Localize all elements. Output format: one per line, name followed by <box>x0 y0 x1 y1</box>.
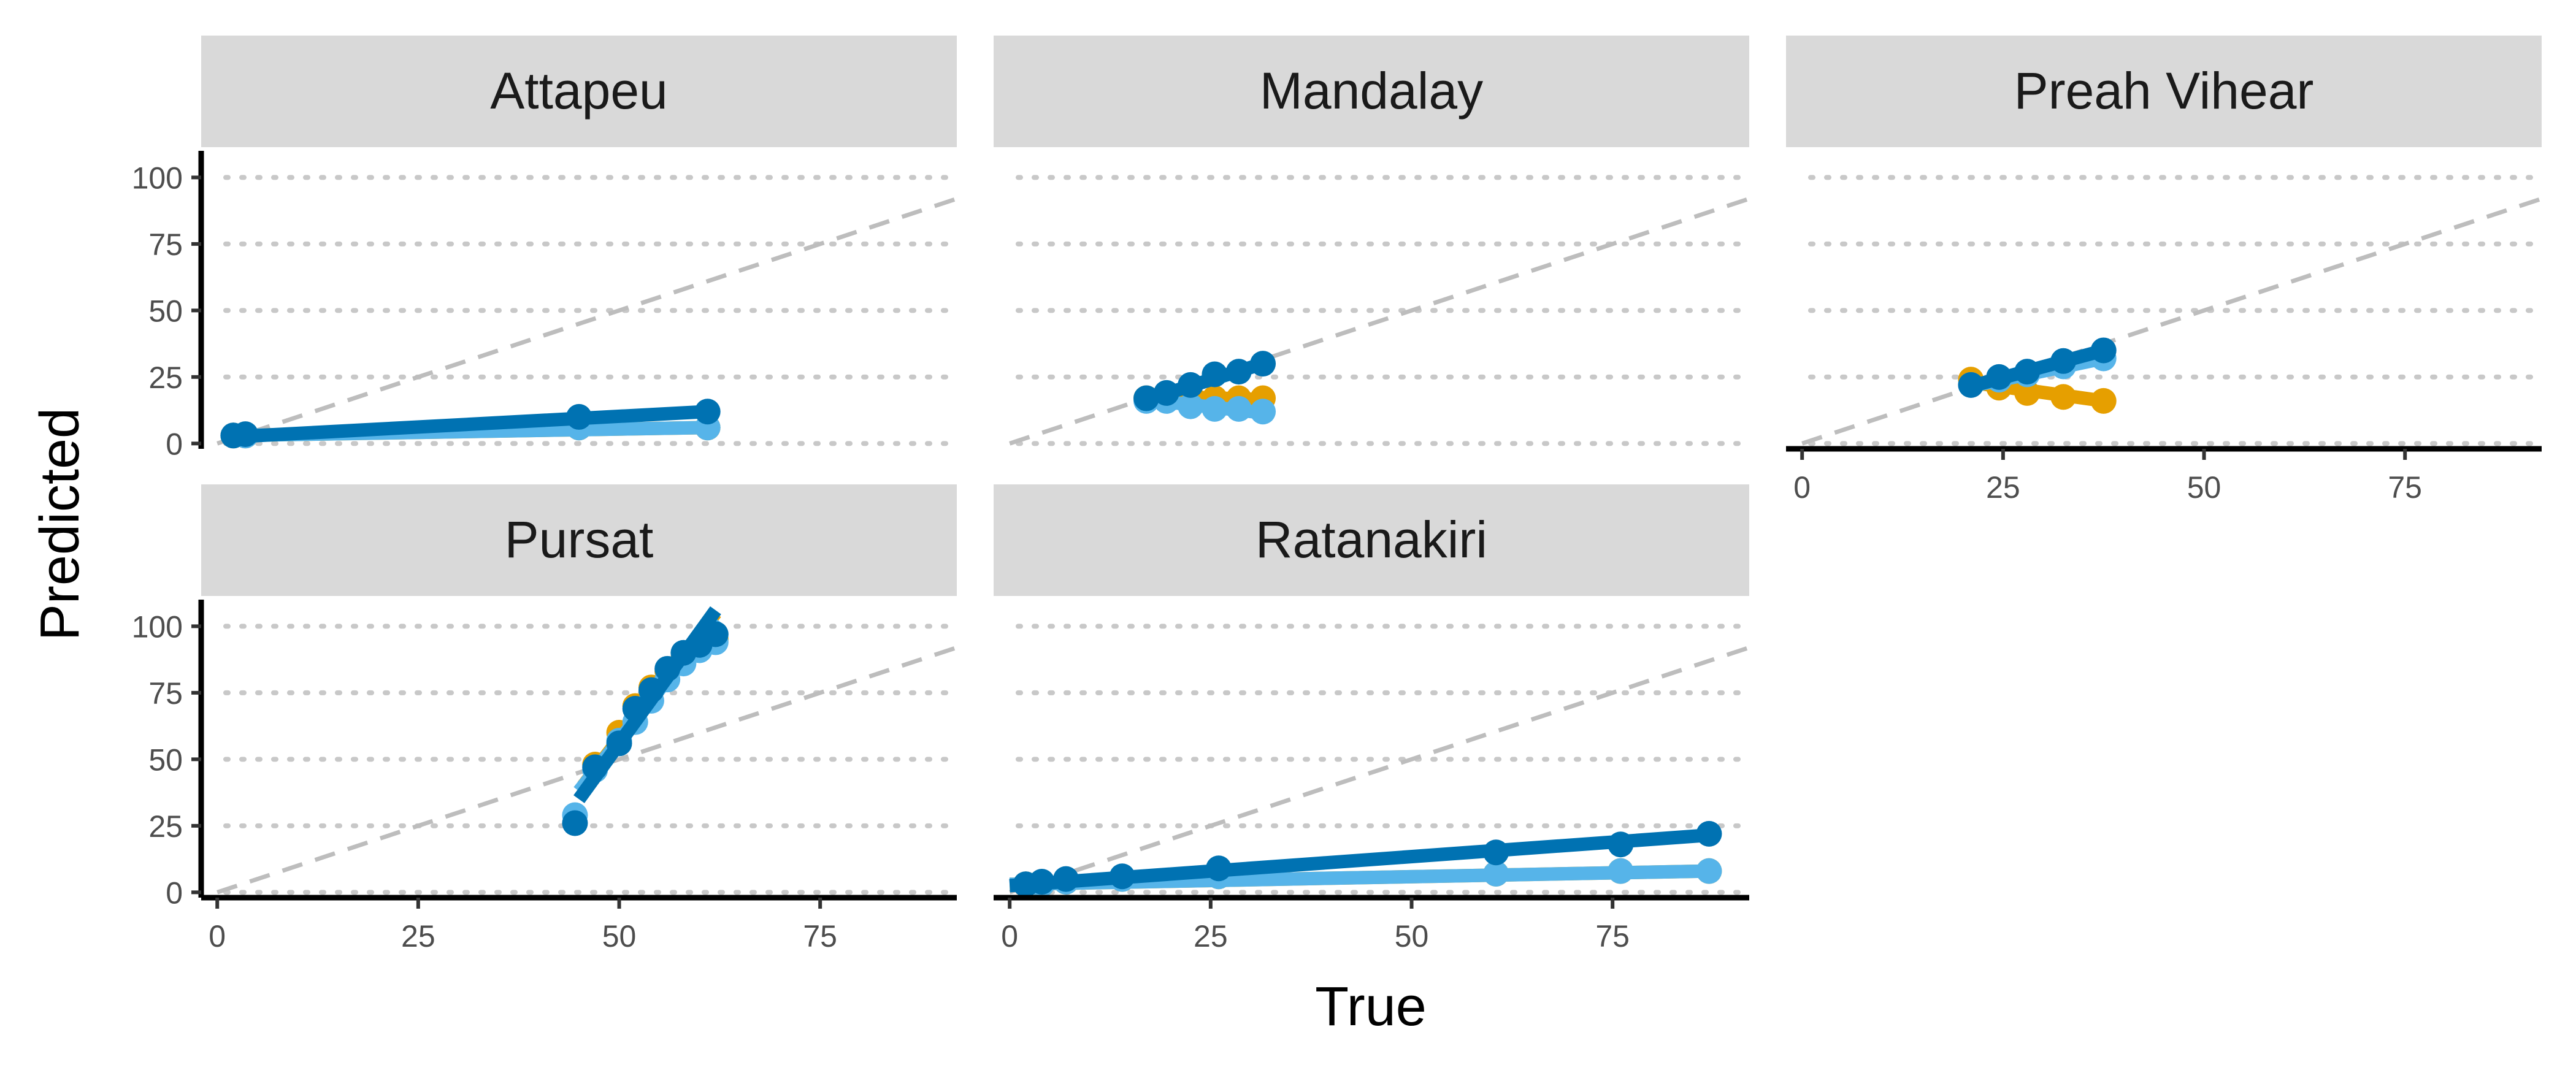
data-point <box>1696 858 1722 884</box>
x-tick-label: 50 <box>1395 919 1429 953</box>
x-tick-label: 25 <box>401 919 435 953</box>
panel-preah-vihear: Preah Vihear 0 25 50 75 <box>1786 36 2544 505</box>
data-point <box>1608 858 1634 884</box>
panel-attapeu: Attapeu 0 25 50 75 100 <box>132 36 959 461</box>
x-tick-label: 25 <box>1986 470 2020 505</box>
data-point <box>1250 399 1276 425</box>
y-tick-label: 50 <box>148 294 183 328</box>
data-point <box>1178 372 1204 398</box>
fit-line <box>232 405 708 444</box>
data-point <box>1483 860 1509 887</box>
strip-background <box>1786 36 2542 147</box>
panel-pursat: Pursat 0 25 50 75 100 0 25 50 75 <box>132 484 959 953</box>
x-tick-label: 25 <box>1194 919 1228 953</box>
data-layer <box>1133 351 1276 425</box>
data-layer <box>562 606 729 836</box>
data-point <box>1202 395 1228 422</box>
data-layer <box>1958 337 2117 414</box>
panel-ratanakiri: Ratanakiri 0 25 50 75 <box>994 484 1752 953</box>
data-layer <box>220 399 721 449</box>
data-point <box>1608 831 1634 858</box>
y-tick-label: 100 <box>132 161 183 195</box>
strip-title: Ratanakiri <box>1255 511 1487 568</box>
x-tick-label: 0 <box>209 919 226 953</box>
data-point <box>654 655 681 682</box>
strip-background <box>994 36 1749 147</box>
reference-line <box>217 196 957 446</box>
data-point <box>2014 380 2041 406</box>
strip-title: Mandalay <box>1260 62 1483 120</box>
strip-title: Attapeu <box>490 62 668 120</box>
reference-line <box>1009 196 1749 446</box>
strip-background <box>994 484 1749 596</box>
data-point <box>2090 337 2117 364</box>
y-axis-title: Predicted <box>29 408 91 641</box>
data-point <box>2090 388 2117 414</box>
data-point <box>1958 372 1984 398</box>
data-point <box>566 403 592 430</box>
strip-background <box>201 36 957 147</box>
y-tick-label: 25 <box>148 809 183 844</box>
data-point <box>1202 361 1228 388</box>
strip-title: Preah Vihear <box>2014 62 2314 120</box>
x-tick-label: 50 <box>602 919 637 953</box>
data-point <box>1052 866 1079 892</box>
panels-layer: Attapeu 0 25 50 75 100 Mandalay Preah Vihear 0 25… <box>132 36 2544 953</box>
x-axis-title: True <box>1315 976 1427 1037</box>
data-point <box>1133 385 1160 411</box>
y-tick-label: 75 <box>148 227 183 262</box>
data-point <box>1178 393 1204 419</box>
y-tick-label: 50 <box>148 743 183 777</box>
x-tick-label: 75 <box>2388 470 2422 505</box>
data-point <box>2050 348 2077 374</box>
data-point <box>694 399 721 425</box>
x-tick-label: 50 <box>2187 470 2221 505</box>
y-tick-label: 0 <box>166 427 183 461</box>
data-point <box>1986 364 2012 390</box>
data-point <box>1250 351 1276 377</box>
data-point <box>1205 855 1232 882</box>
strip-background <box>201 484 957 596</box>
reference-line <box>1801 196 2542 446</box>
reference-line <box>1009 645 1749 895</box>
x-tick-label: 0 <box>1793 470 1811 505</box>
data-point <box>1225 395 1252 422</box>
data-point <box>638 677 664 703</box>
data-point <box>2050 384 2077 410</box>
data-point <box>622 695 648 722</box>
x-tick-label: 75 <box>803 919 837 953</box>
y-tick-label: 75 <box>148 676 183 711</box>
data-point <box>1153 380 1179 406</box>
strip-title: Pursat <box>505 511 654 568</box>
data-point <box>1225 359 1252 385</box>
data-point <box>1109 863 1135 890</box>
data-point <box>1696 820 1722 847</box>
data-point <box>702 621 729 647</box>
data-point <box>582 754 608 781</box>
data-point <box>232 421 259 448</box>
y-tick-label: 100 <box>132 609 183 644</box>
data-point <box>2014 359 2041 385</box>
panel-mandalay: Mandalay <box>994 36 1752 446</box>
data-point <box>562 810 588 836</box>
data-point <box>606 730 632 757</box>
x-tick-label: 0 <box>1001 919 1018 953</box>
x-tick-label: 75 <box>1595 919 1630 953</box>
y-tick-label: 25 <box>148 361 183 395</box>
y-tick-label: 0 <box>166 876 183 910</box>
data-point <box>1483 839 1509 866</box>
data-point <box>1029 868 1055 895</box>
data-layer <box>1009 820 1722 898</box>
